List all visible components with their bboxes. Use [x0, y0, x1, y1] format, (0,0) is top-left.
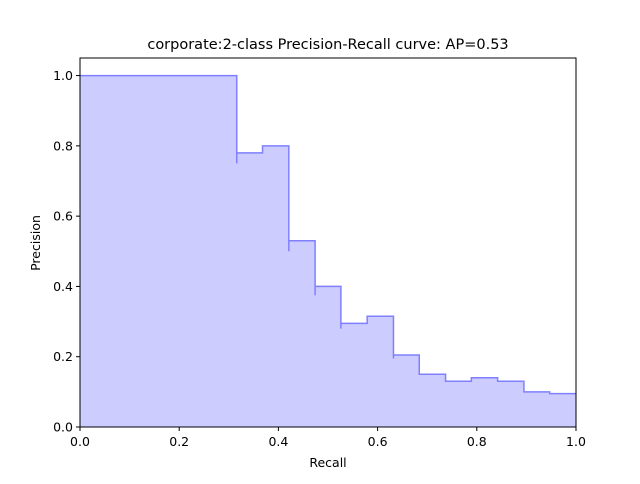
x-tick-label: 0.0 — [70, 434, 90, 449]
y-tick-label: 0.8 — [53, 138, 73, 153]
y-axis-label: Precision — [28, 215, 43, 271]
x-tick-label: 0.2 — [169, 434, 189, 449]
x-tick-label: 0.4 — [268, 434, 288, 449]
y-axis: 0.0 0.2 0.4 0.6 0.8 1.0 — [53, 68, 80, 435]
y-tick-label: 0.6 — [53, 209, 73, 224]
pr-step-line — [80, 74, 576, 395]
y-tick-label: 0.0 — [53, 420, 73, 435]
x-axis: 0.0 0.2 0.4 0.6 0.8 1.0 — [70, 427, 586, 449]
chart-title: corporate:2-class Precision-Recall curve… — [147, 37, 508, 53]
y-tick-label: 1.0 — [53, 68, 73, 83]
axes-frame — [79, 57, 577, 428]
x-tick-label: 0.8 — [467, 434, 487, 449]
y-tick-label: 0.4 — [53, 279, 73, 294]
x-axis-label: Recall — [309, 455, 346, 470]
pr-area-fill — [80, 75, 576, 427]
plot-area — [80, 74, 576, 427]
x-tick-label: 1.0 — [566, 434, 586, 449]
x-tick-label: 0.6 — [368, 434, 388, 449]
y-tick-label: 0.2 — [53, 349, 73, 364]
